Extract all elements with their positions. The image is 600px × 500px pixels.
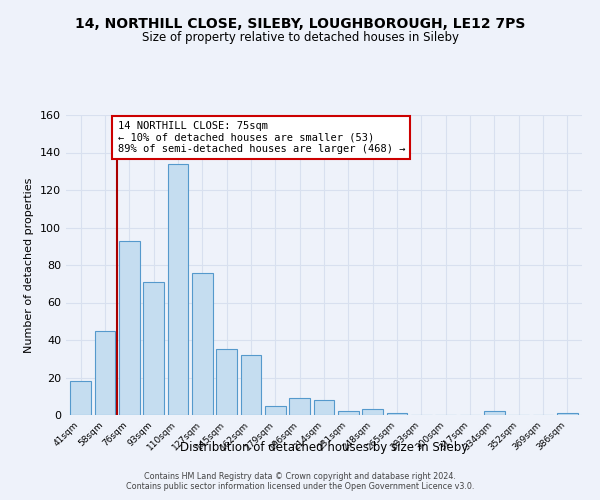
Bar xyxy=(362,410,383,415)
Y-axis label: Number of detached properties: Number of detached properties xyxy=(25,178,34,352)
Text: Size of property relative to detached houses in Sileby: Size of property relative to detached ho… xyxy=(142,31,458,44)
Bar xyxy=(143,282,164,415)
Text: Contains HM Land Registry data © Crown copyright and database right 2024.: Contains HM Land Registry data © Crown c… xyxy=(144,472,456,481)
Text: Distribution of detached houses by size in Sileby: Distribution of detached houses by size … xyxy=(180,441,468,454)
Bar xyxy=(192,272,212,415)
Text: 14 NORTHILL CLOSE: 75sqm
← 10% of detached houses are smaller (53)
89% of semi-d: 14 NORTHILL CLOSE: 75sqm ← 10% of detach… xyxy=(118,121,405,154)
Bar xyxy=(289,398,310,415)
Bar xyxy=(216,350,237,415)
Text: Contains public sector information licensed under the Open Government Licence v3: Contains public sector information licen… xyxy=(126,482,474,491)
Bar xyxy=(119,240,140,415)
Bar xyxy=(484,411,505,415)
Bar xyxy=(557,413,578,415)
Bar xyxy=(167,164,188,415)
Bar xyxy=(338,411,359,415)
Bar xyxy=(314,400,334,415)
Bar xyxy=(386,413,407,415)
Bar xyxy=(241,355,262,415)
Bar xyxy=(95,330,115,415)
Text: 14, NORTHILL CLOSE, SILEBY, LOUGHBOROUGH, LE12 7PS: 14, NORTHILL CLOSE, SILEBY, LOUGHBOROUGH… xyxy=(75,18,525,32)
Bar xyxy=(265,406,286,415)
Bar xyxy=(70,381,91,415)
